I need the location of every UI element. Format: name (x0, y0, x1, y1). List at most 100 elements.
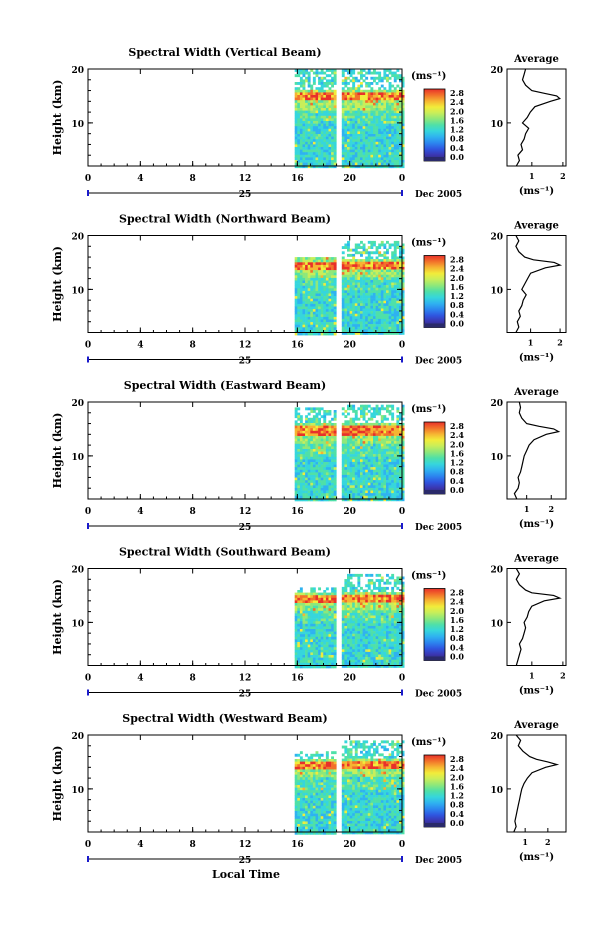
heatmap-cell (333, 285, 337, 289)
heatmap-cell (354, 610, 358, 614)
heatmap-cell (312, 275, 316, 279)
heatmap-cell (305, 597, 308, 601)
heatmap-cell (399, 95, 402, 98)
heatmap-cell (315, 605, 319, 609)
heatmap-cell (349, 266, 353, 270)
heatmap-cell (352, 451, 356, 455)
heatmap-cell (305, 126, 308, 130)
x-tick-label: 16 (291, 341, 304, 351)
heatmap-cell (302, 647, 306, 651)
heatmap-cell (344, 430, 348, 434)
heatmap-cell (386, 472, 389, 476)
heatmap-cell (302, 610, 306, 614)
heatmap-cell (307, 319, 311, 323)
heatmap-cell (333, 660, 337, 664)
heatmap-cell (320, 128, 324, 132)
heatmap-cell (360, 84, 363, 88)
heatmap-cell (347, 329, 350, 333)
heatmap-cell (307, 623, 311, 627)
heatmap-cell (347, 480, 350, 483)
heatmap-cell (302, 485, 306, 489)
heatmap-cell (401, 425, 405, 429)
heatmap-cell (360, 126, 363, 130)
heatmap-cell (362, 428, 366, 431)
heatmap-cell (331, 467, 334, 471)
heatmap-cell (310, 621, 314, 625)
heatmap-cell (378, 243, 382, 247)
heatmap-cell (380, 274, 384, 278)
heatmap-cell (399, 162, 402, 166)
heatmap-cell (305, 264, 308, 268)
heatmap-cell (378, 165, 382, 169)
heatmap-cell (325, 657, 329, 661)
heatmap-cell (388, 136, 392, 140)
heatmap-cell (325, 587, 329, 591)
heatmap-cell (318, 443, 321, 447)
heatmap-cell (399, 266, 402, 270)
heatmap-cell (380, 264, 384, 268)
heatmap-cell (307, 121, 311, 124)
heatmap-cell (305, 154, 308, 158)
heatmap-cell (393, 128, 397, 132)
heatmap-cell (341, 144, 345, 148)
heatmap-cell (362, 69, 366, 72)
heatmap-cell (357, 123, 361, 127)
heatmap-cell (307, 647, 311, 651)
heatmap-cell (383, 279, 387, 283)
heatmap-cell (312, 118, 316, 122)
heatmap-cell (393, 272, 397, 275)
heatmap-cell (378, 269, 382, 273)
heatmap-cell (388, 269, 392, 273)
heatmap-cell (312, 626, 316, 630)
heatmap-cell (331, 662, 334, 666)
heatmap-cell (375, 272, 379, 275)
heatmap-cell (367, 102, 371, 106)
heatmap-cell (307, 108, 311, 111)
heatmap-cell (401, 443, 405, 447)
heatmap-cell (386, 290, 389, 294)
heatmap-cell (360, 433, 363, 437)
heatmap-cell (310, 157, 314, 161)
heatmap-cell (297, 329, 301, 333)
heatmap-cell (354, 282, 358, 286)
heatmap-cell (315, 433, 319, 437)
heatmap-cell (391, 438, 395, 442)
heatmap-cell (325, 412, 329, 416)
heatmap-cell (307, 657, 311, 661)
heatmap-cell (354, 128, 358, 132)
heatmap-cell (380, 95, 384, 98)
heatmap-cell (365, 454, 369, 457)
colorbar-tick-label: 2.4 (450, 430, 464, 440)
heatmap-cell (347, 76, 350, 80)
heatmap-cell (388, 425, 392, 429)
heatmap-cell (305, 270, 308, 273)
heatmap-cell (320, 498, 324, 502)
heatmap-cell (305, 105, 308, 109)
heatmap-cell (386, 292, 389, 296)
heatmap-cell (325, 623, 329, 627)
heatmap-cell (315, 283, 319, 286)
heatmap-cell (383, 118, 387, 122)
heatmap-cell (325, 462, 329, 465)
heatmap-cell (362, 157, 366, 161)
heatmap-cell (328, 303, 332, 307)
heatmap-cell (349, 79, 353, 83)
heatmap-cell (312, 428, 316, 432)
heatmap-cell (401, 89, 405, 93)
heatmap-cell (297, 296, 301, 299)
heatmap-cell (315, 480, 319, 484)
heatmap-cell (320, 438, 324, 442)
heatmap-cell (333, 495, 337, 499)
heatmap-cell (299, 309, 303, 312)
heatmap-cell (347, 662, 350, 666)
heatmap-cell (341, 605, 345, 608)
heatmap-cell (347, 654, 350, 658)
heatmap-cell (323, 425, 327, 429)
heatmap-cell (352, 422, 356, 426)
heatmap-cell (347, 147, 350, 150)
heatmap-cell (302, 329, 306, 333)
heatmap-cell (294, 485, 298, 489)
heatmap-cell (375, 292, 379, 296)
heatmap-cell (373, 428, 376, 431)
heatmap-cell (399, 451, 402, 455)
